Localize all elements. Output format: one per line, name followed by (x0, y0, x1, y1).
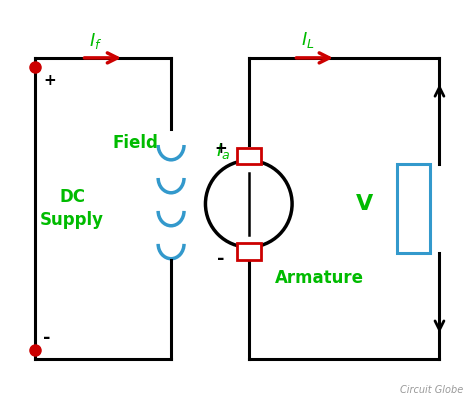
Bar (237, 148, 261, 164)
Circle shape (205, 160, 292, 247)
Bar (237, 243, 261, 260)
Text: V: V (356, 194, 373, 214)
Text: $I_L$: $I_L$ (301, 30, 314, 50)
Text: +: + (43, 73, 56, 88)
Text: LOAD: LOAD (409, 192, 419, 225)
Text: -: - (43, 329, 51, 347)
Text: +: + (214, 141, 227, 156)
Text: DC
Supply: DC Supply (40, 189, 104, 229)
Bar (397, 164, 430, 253)
Text: Field: Field (113, 134, 159, 152)
Text: $I_a$: $I_a$ (216, 141, 230, 161)
Text: $I_f$: $I_f$ (89, 31, 102, 51)
Text: $R_a$: $R_a$ (254, 198, 271, 214)
Text: -: - (217, 249, 224, 268)
Text: Circuit Globe: Circuit Globe (400, 384, 463, 395)
Text: Armature: Armature (274, 269, 364, 287)
Text: $E_b$: $E_b$ (212, 198, 229, 214)
